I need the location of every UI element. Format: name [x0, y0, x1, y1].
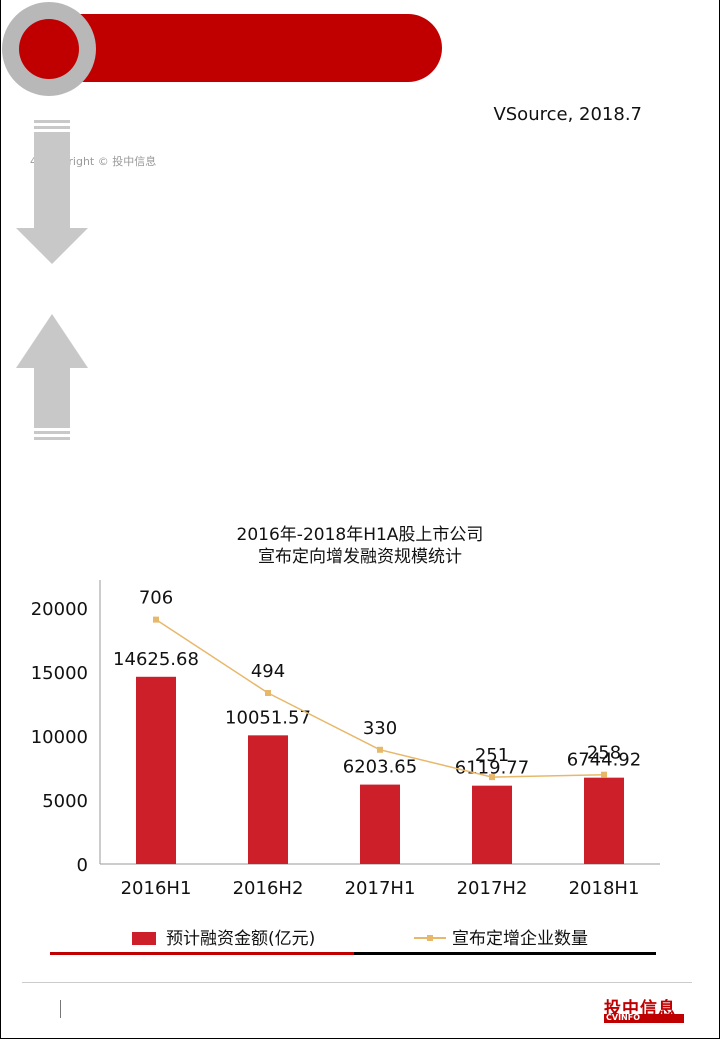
line-series: 706 494 330 251 258 [139, 588, 621, 781]
line-point [489, 774, 495, 781]
y-tick-label: 20000 [31, 599, 88, 620]
line-point [265, 690, 271, 696]
bar-data-label: 6203.65 [343, 757, 417, 778]
chart-title-line-1: 2016年-2018年H1A股上市公司 [236, 525, 484, 545]
header-ring [2, 2, 96, 96]
logo-sub-bar: CVINFO [604, 1013, 684, 1023]
line-path [155, 618, 605, 778]
line-data-label: 494 [251, 661, 285, 682]
line-data-label: 258 [587, 743, 621, 764]
arrow-down-icon [16, 120, 88, 264]
chart-plot: 20000 15000 10000 5000 0 14625.68 10051.57 620… [31, 580, 660, 899]
logo-sub-text: CVINFO [606, 1013, 640, 1022]
bar-data-label: 6744.92 [567, 750, 641, 771]
line-data-label: 251 [475, 745, 509, 766]
source-note: VSource, 2018.7 [493, 104, 642, 125]
legend-underline-black [354, 952, 656, 955]
x-tick-label: 2016H2 [233, 878, 304, 899]
bar-series: 14625.68 10051.57 6203.65 6119.77 6744.92 [113, 649, 641, 864]
line-point [153, 616, 159, 623]
line-data-label: 330 [363, 718, 397, 739]
footer-tick [60, 1000, 61, 1018]
legend-underline-red [50, 952, 354, 955]
x-tick-label: 2016H1 [121, 878, 192, 899]
line-point [601, 771, 607, 778]
line-data-label: 706 [139, 588, 173, 609]
legend-line-label: 宣布定增企业数量 [452, 929, 588, 949]
bar-data-label: 14625.68 [113, 649, 199, 670]
bar [360, 784, 400, 864]
x-tick-label: 2018H1 [569, 878, 640, 899]
bar [584, 777, 624, 864]
chart-title-line-2: 宣布定向增发融资规模统计 [258, 547, 462, 567]
cvinfo-logo: 投中信息 CVINFO [604, 994, 684, 1024]
x-tick-label: 2017H1 [345, 878, 416, 899]
bar [136, 676, 176, 864]
arrow-up-icon [16, 314, 88, 440]
bar [472, 785, 512, 864]
chart-title: 2016年-2018年H1A股上市公司 宣布定向增发融资规模统计 [180, 524, 540, 568]
footer-rule [22, 982, 692, 983]
y-tick-label: 5000 [42, 791, 88, 812]
legend-bar-label: 预计融资金额(亿元) [166, 929, 316, 949]
header-banner [30, 14, 442, 82]
legend-bar-swatch [132, 932, 156, 945]
legend-line-marker [427, 935, 433, 941]
y-axis: 20000 15000 10000 5000 0 [31, 599, 88, 876]
y-tick-label: 10000 [31, 727, 88, 748]
x-axis: 2016H1 2016H2 2017H1 2017H2 2018H1 [121, 878, 640, 899]
y-tick-label: 0 [77, 855, 88, 876]
header-ring-dot [19, 19, 79, 79]
line-point [377, 746, 383, 753]
x-tick-label: 2017H2 [457, 878, 528, 899]
bar-data-label: 10051.57 [225, 707, 311, 728]
y-tick-label: 15000 [31, 663, 88, 684]
bar [248, 735, 288, 864]
bar-data-label: 6119.77 [455, 758, 529, 779]
